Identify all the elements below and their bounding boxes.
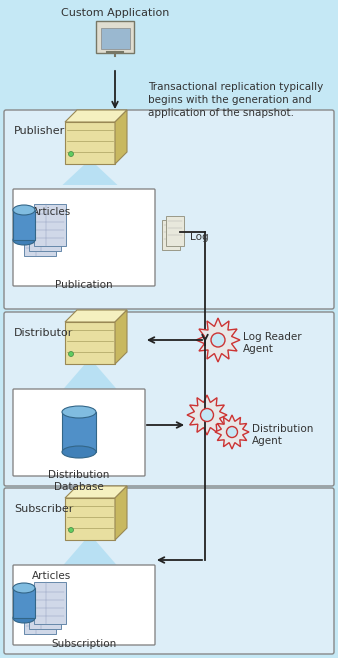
Polygon shape (63, 164, 118, 185)
FancyBboxPatch shape (65, 122, 115, 164)
Polygon shape (65, 110, 127, 122)
Circle shape (200, 409, 214, 422)
Polygon shape (215, 415, 249, 449)
FancyBboxPatch shape (13, 189, 155, 286)
Text: Log: Log (190, 232, 209, 242)
Text: Transactional replication typically
begins with the generation and
application o: Transactional replication typically begi… (148, 82, 323, 118)
FancyBboxPatch shape (96, 21, 134, 53)
FancyBboxPatch shape (24, 214, 56, 256)
Text: Custom Application: Custom Application (61, 8, 169, 18)
Ellipse shape (13, 583, 35, 593)
Circle shape (211, 333, 225, 347)
FancyBboxPatch shape (13, 565, 155, 645)
Ellipse shape (62, 446, 96, 458)
Polygon shape (63, 364, 118, 390)
Polygon shape (115, 310, 127, 364)
Circle shape (69, 151, 73, 157)
Polygon shape (115, 110, 127, 164)
FancyBboxPatch shape (162, 220, 180, 250)
FancyBboxPatch shape (34, 582, 66, 624)
Circle shape (69, 528, 73, 532)
Text: Distribution
Agent: Distribution Agent (252, 424, 313, 445)
Text: Publisher: Publisher (14, 126, 65, 136)
Circle shape (69, 351, 73, 357)
Circle shape (226, 426, 238, 438)
Polygon shape (115, 486, 127, 540)
FancyBboxPatch shape (24, 592, 56, 634)
Polygon shape (196, 318, 240, 362)
FancyBboxPatch shape (166, 216, 184, 246)
FancyBboxPatch shape (100, 28, 129, 49)
Polygon shape (65, 310, 127, 322)
FancyBboxPatch shape (13, 588, 35, 618)
Text: Subscriber: Subscriber (14, 504, 73, 514)
FancyBboxPatch shape (13, 210, 35, 240)
Polygon shape (63, 540, 118, 566)
Ellipse shape (62, 406, 96, 418)
Text: Publication: Publication (55, 280, 113, 290)
Polygon shape (65, 486, 127, 498)
FancyBboxPatch shape (4, 488, 334, 654)
Text: Articles: Articles (32, 571, 72, 581)
Text: Distribution
Database: Distribution Database (48, 470, 110, 492)
Ellipse shape (13, 235, 35, 245)
Text: Distributor: Distributor (14, 328, 73, 338)
Text: Articles: Articles (32, 207, 72, 217)
FancyBboxPatch shape (29, 587, 61, 629)
FancyBboxPatch shape (65, 322, 115, 364)
Text: Subscription: Subscription (51, 639, 117, 649)
FancyBboxPatch shape (34, 204, 66, 246)
FancyBboxPatch shape (65, 498, 115, 540)
FancyBboxPatch shape (29, 209, 61, 251)
FancyBboxPatch shape (4, 110, 334, 309)
FancyBboxPatch shape (13, 389, 145, 476)
Ellipse shape (13, 613, 35, 623)
Ellipse shape (13, 205, 35, 215)
FancyBboxPatch shape (4, 312, 334, 486)
FancyBboxPatch shape (62, 412, 96, 452)
Polygon shape (187, 395, 227, 435)
Text: Log Reader
Agent: Log Reader Agent (243, 332, 301, 353)
